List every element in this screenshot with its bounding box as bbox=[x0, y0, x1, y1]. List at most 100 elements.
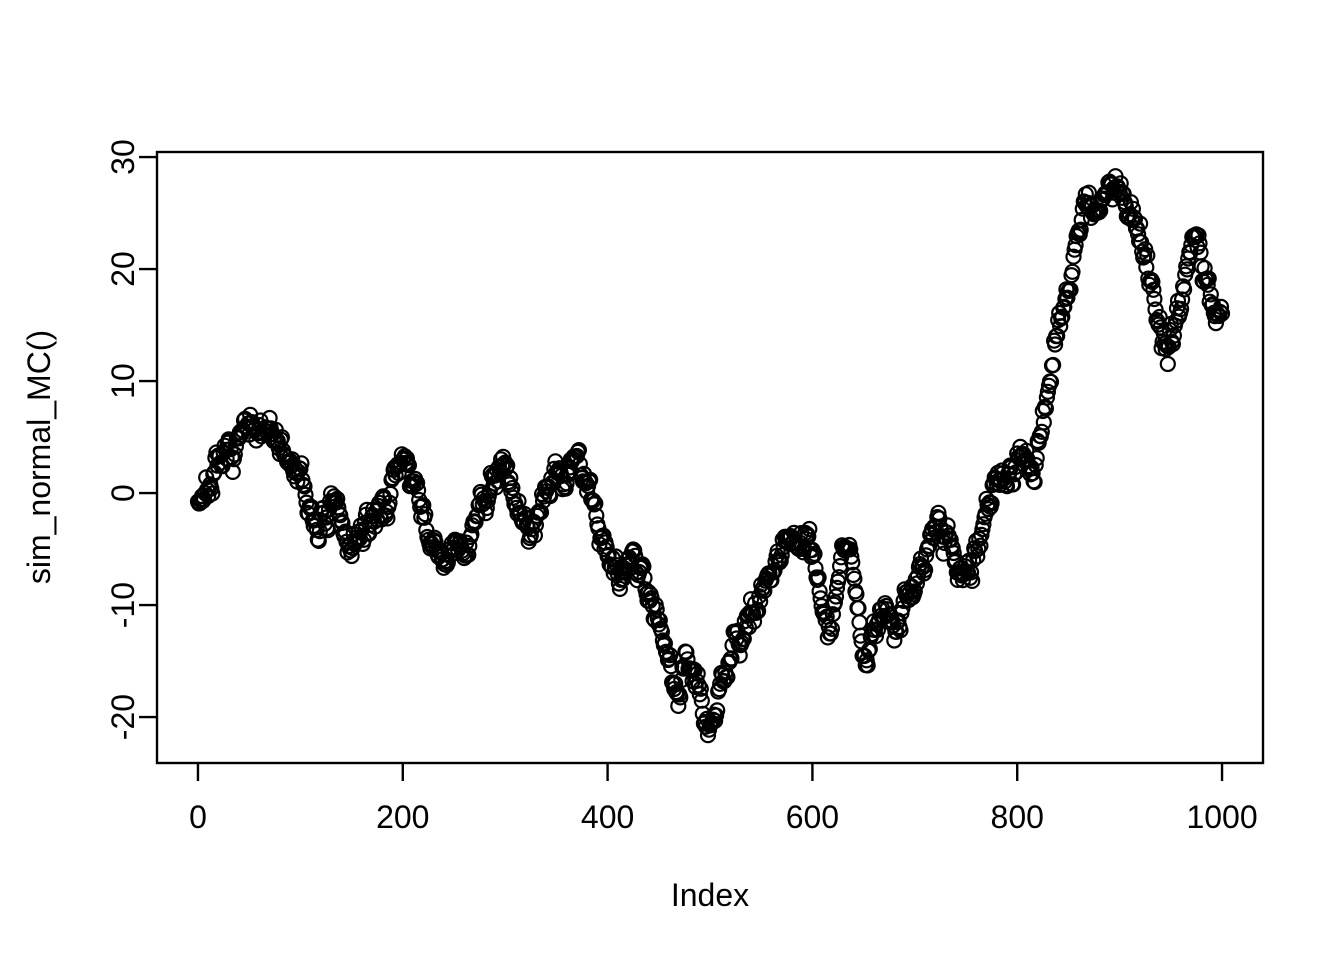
data-point bbox=[635, 558, 652, 575]
data-point bbox=[467, 513, 484, 531]
data-point bbox=[379, 510, 396, 527]
data-point bbox=[504, 479, 521, 497]
data-point bbox=[844, 554, 861, 571]
data-point bbox=[651, 612, 668, 629]
data-point bbox=[1213, 305, 1231, 322]
data-point bbox=[1037, 400, 1055, 417]
data-point bbox=[293, 455, 310, 472]
data-point bbox=[1064, 263, 1081, 280]
x-tick-label: 800 bbox=[991, 799, 1044, 835]
data-point bbox=[773, 547, 790, 564]
data-point bbox=[763, 572, 780, 589]
data-point bbox=[1042, 373, 1060, 390]
data-point bbox=[797, 524, 814, 542]
data-point bbox=[861, 640, 878, 658]
data-point bbox=[973, 526, 990, 544]
data-point bbox=[400, 457, 417, 474]
data-point bbox=[1139, 247, 1156, 264]
data-point bbox=[827, 588, 845, 605]
data-point bbox=[867, 628, 885, 645]
data-point bbox=[648, 601, 665, 618]
data-point bbox=[906, 583, 923, 600]
x-axis-title: Index bbox=[671, 877, 749, 913]
data-point bbox=[1033, 423, 1050, 440]
data-point bbox=[670, 697, 687, 715]
data-point bbox=[296, 478, 313, 495]
data-point bbox=[1164, 335, 1182, 353]
data-point bbox=[851, 614, 868, 631]
data-point bbox=[709, 702, 726, 719]
data-point bbox=[914, 559, 932, 576]
data-point bbox=[1191, 235, 1208, 252]
data-point bbox=[1044, 356, 1062, 374]
data-point bbox=[1146, 290, 1163, 308]
x-tick-label: 200 bbox=[376, 799, 429, 835]
data-point bbox=[526, 527, 544, 544]
data-point bbox=[975, 516, 992, 533]
y-tick-label: -20 bbox=[105, 694, 141, 740]
data-point bbox=[600, 546, 617, 564]
data-point bbox=[962, 564, 980, 581]
x-tick-label: 600 bbox=[786, 799, 839, 835]
data-point bbox=[828, 579, 846, 597]
data-point bbox=[1054, 308, 1071, 325]
x-tick-label: 400 bbox=[581, 799, 634, 835]
data-point bbox=[1019, 451, 1036, 468]
data-point bbox=[1039, 383, 1057, 400]
data-point bbox=[917, 547, 935, 564]
data-point bbox=[1122, 194, 1140, 211]
data-point bbox=[843, 548, 860, 565]
data-point bbox=[672, 689, 689, 706]
plot-box bbox=[155, 150, 1265, 765]
data-point bbox=[373, 511, 390, 528]
data-point bbox=[1124, 200, 1142, 217]
data-point bbox=[678, 644, 695, 661]
y-tick-label: 0 bbox=[105, 484, 141, 502]
data-point bbox=[846, 570, 863, 587]
data-point bbox=[1024, 465, 1041, 482]
data-point bbox=[1005, 466, 1023, 483]
data-point bbox=[497, 454, 514, 471]
data-point bbox=[892, 622, 909, 639]
data-point bbox=[964, 572, 981, 590]
y-tick-label: -10 bbox=[105, 582, 141, 628]
data-point bbox=[319, 522, 337, 539]
data-point bbox=[478, 499, 495, 517]
data-point bbox=[1038, 389, 1056, 406]
x-tick-label: 0 bbox=[189, 799, 207, 835]
data-point bbox=[1196, 260, 1213, 277]
data-point bbox=[396, 448, 413, 465]
x-tick-label: 1000 bbox=[1186, 799, 1257, 835]
data-point bbox=[807, 560, 824, 577]
data-point bbox=[1056, 298, 1073, 315]
data-point bbox=[510, 493, 527, 510]
data-point bbox=[1199, 276, 1216, 293]
data-point bbox=[1028, 450, 1045, 467]
y-tick-label: 30 bbox=[105, 139, 141, 175]
data-point bbox=[381, 494, 398, 511]
data-point bbox=[1059, 289, 1076, 306]
x-axis-ticks: 0 200 400 600 800 1000 bbox=[189, 763, 1258, 835]
data-point bbox=[1151, 308, 1168, 326]
data-point bbox=[945, 544, 962, 562]
data-point bbox=[983, 495, 1000, 512]
data-point bbox=[1027, 456, 1044, 474]
y-tick-label: 20 bbox=[105, 251, 141, 287]
data-point bbox=[1126, 210, 1144, 227]
data-point bbox=[409, 474, 426, 492]
data-point bbox=[292, 460, 309, 477]
y-axis-ticks: -20 -10 0 10 20 30 bbox=[105, 139, 157, 740]
data-point bbox=[1026, 473, 1043, 491]
data-point bbox=[410, 482, 427, 499]
data-point bbox=[310, 532, 327, 550]
data-point bbox=[415, 497, 432, 514]
data-point bbox=[1072, 221, 1089, 238]
data-point bbox=[969, 548, 986, 565]
data-point bbox=[226, 446, 243, 463]
data-point bbox=[1065, 248, 1082, 265]
data-point bbox=[611, 580, 629, 598]
data-point bbox=[691, 686, 708, 703]
data-point bbox=[972, 537, 989, 554]
data-point bbox=[582, 471, 599, 488]
data-point bbox=[1129, 226, 1147, 243]
